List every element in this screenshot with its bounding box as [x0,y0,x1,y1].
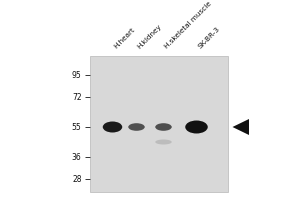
Ellipse shape [155,123,172,131]
Bar [90,56,228,192]
Text: H.kidney: H.kidney [136,23,163,50]
Ellipse shape [185,120,208,134]
Text: 36: 36 [72,152,82,162]
Text: H.heart: H.heart [112,27,136,50]
Ellipse shape [128,123,145,131]
Text: 28: 28 [72,174,82,184]
Polygon shape [232,119,249,135]
Ellipse shape [155,140,172,144]
Text: H.skeletal muscle: H.skeletal muscle [164,1,213,50]
Ellipse shape [103,121,122,132]
Text: SK-BR-3: SK-BR-3 [196,26,220,50]
Text: 95: 95 [72,71,82,79]
Text: 72: 72 [72,92,82,102]
Text: 55: 55 [72,122,82,132]
